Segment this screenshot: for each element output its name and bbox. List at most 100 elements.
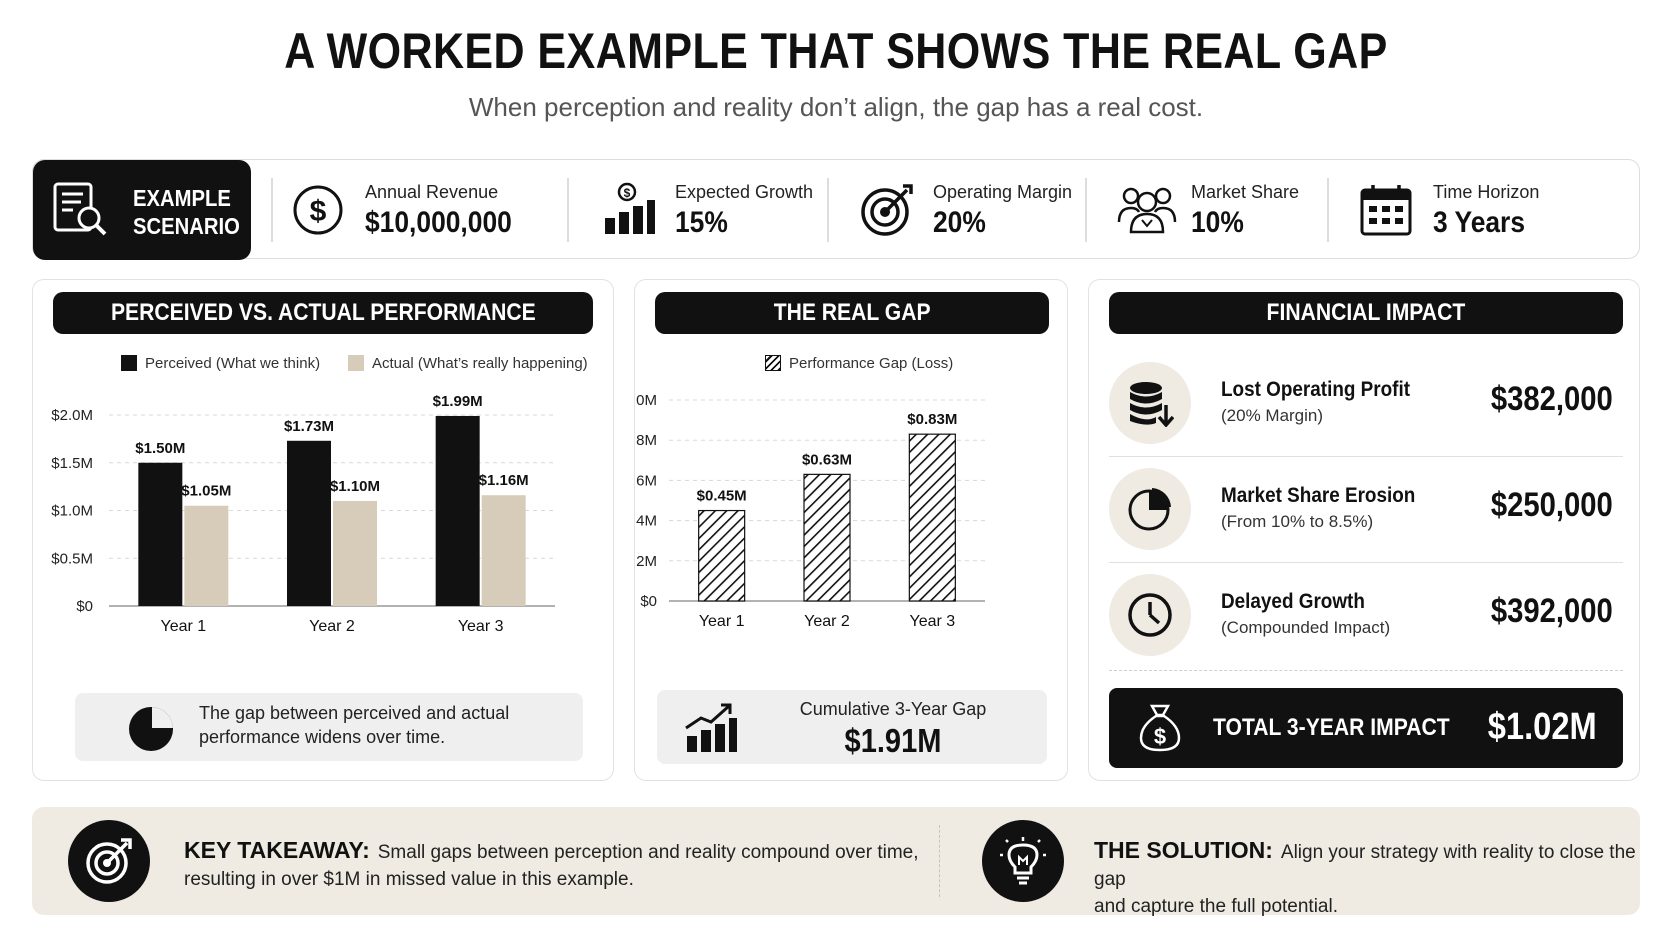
kpi-label: Expected Growth bbox=[675, 182, 814, 202]
y-tick-label: $0 bbox=[640, 593, 657, 610]
cumulative-gap-label: Cumulative 3-Year Gap bbox=[799, 699, 987, 719]
y-tick-label: $1.0M bbox=[635, 392, 657, 409]
legend-actual: Actual (What’s really happening) bbox=[348, 355, 588, 372]
key-takeaway-label: KEY TAKEAWAY: bbox=[184, 837, 370, 863]
bar bbox=[333, 500, 377, 606]
x-tick-label: Year 1 bbox=[160, 618, 206, 635]
data-label: $0.45M bbox=[697, 488, 747, 505]
scenario-bar: EXAMPLE SCENARIO $ Annual Revenue $10,00… bbox=[32, 159, 1640, 260]
perf-panel: PERCEIVED VS. ACTUAL PERFORMANCE Perceiv… bbox=[32, 279, 614, 781]
bar bbox=[184, 505, 229, 606]
gap-panel: THE REAL GAP Performance Gap (Loss) $0$0… bbox=[634, 279, 1068, 781]
y-tick-label: $0.2M bbox=[635, 553, 657, 570]
money-bag-icon: $ bbox=[1137, 702, 1183, 759]
impact-sub: (20% Margin) bbox=[1221, 406, 1324, 425]
impact-label: Lost Operating Profit bbox=[1221, 378, 1410, 401]
legend-perceived: Perceived (What we think) bbox=[121, 355, 320, 372]
data-label: $1.73M bbox=[284, 418, 334, 435]
cumulative-gap-box: Cumulative 3-Year Gap $1.91M bbox=[657, 690, 1047, 764]
x-tick-label: Year 1 bbox=[699, 613, 745, 630]
impact-row-market-share: Market Share Erosion (From 10% to 8.5%) … bbox=[1109, 456, 1623, 562]
trend-bars-icon bbox=[683, 702, 739, 759]
bar bbox=[435, 415, 480, 606]
scenario-tag: EXAMPLE SCENARIO bbox=[33, 160, 251, 260]
y-tick-label: $0.5M bbox=[51, 550, 93, 567]
svg-text:$: $ bbox=[310, 195, 327, 228]
cumulative-gap-value: $1.91M bbox=[844, 722, 942, 759]
data-label: $1.05M bbox=[181, 483, 231, 500]
gap-bar-chart: $0 $0.2M $0.4M $0.6M $0.8M $1.0M Year 1 $0.45M Y… bbox=[635, 392, 985, 630]
solution-label: THE SOLUTION: bbox=[1094, 837, 1273, 863]
perf-note-line1: The gap between perceived and actual bbox=[199, 703, 510, 723]
impact-separator bbox=[1109, 456, 1623, 457]
impact-panel-title: FINANCIAL IMPACT bbox=[1109, 292, 1623, 334]
impact-separator bbox=[1109, 562, 1623, 563]
perf-note-line2: performance widens over time. bbox=[199, 727, 446, 747]
data-label: $1.10M bbox=[330, 478, 380, 495]
data-label: $1.16M bbox=[479, 472, 529, 489]
impact-value: $392,000 bbox=[1491, 592, 1613, 630]
kpi-divider bbox=[1327, 178, 1329, 242]
impact-value: $382,000 bbox=[1491, 380, 1613, 418]
page-subtitle: When perception and reality don’t align,… bbox=[468, 92, 1204, 122]
bar bbox=[908, 433, 956, 602]
solution-icon-circle bbox=[982, 820, 1064, 902]
impact-sub: (Compounded Impact) bbox=[1221, 618, 1391, 637]
impact-sub: (From 10% to 8.5%) bbox=[1221, 512, 1374, 531]
total-impact-box: $ TOTAL 3-YEAR IMPACT $1.02M bbox=[1109, 688, 1623, 768]
kpi-divider bbox=[1085, 178, 1087, 242]
takeaway-bar: KEY TAKEAWAY: Small gaps between percepti… bbox=[32, 807, 1640, 917]
x-tick-label: Year 3 bbox=[909, 613, 955, 630]
kpi-value: 10% bbox=[1191, 206, 1244, 239]
data-label: $0.63M bbox=[802, 451, 852, 468]
impact-value: $250,000 bbox=[1491, 486, 1613, 524]
kpi-value: 15% bbox=[675, 206, 728, 239]
kpi-divider bbox=[827, 178, 829, 242]
kpi-label: Market Share bbox=[1191, 182, 1300, 202]
y-tick-label: $0 bbox=[76, 598, 93, 615]
y-tick-label: $0.8M bbox=[635, 432, 657, 449]
total-impact-value: $1.02M bbox=[1487, 706, 1597, 748]
growth-bars-icon: $ bbox=[601, 182, 655, 243]
kpi-value: 20% bbox=[933, 206, 986, 239]
legend-gap: Performance Gap (Loss) bbox=[765, 355, 953, 372]
kpi-value: 3 Years bbox=[1433, 206, 1526, 239]
impact-row-delayed-growth: Delayed Growth (Compounded Impact) $392,… bbox=[1109, 562, 1623, 668]
solution-text-1: Align your strategy with reality to clos… bbox=[1094, 842, 1636, 890]
bar bbox=[138, 462, 183, 606]
bar bbox=[803, 473, 851, 602]
impact-label: Delayed Growth bbox=[1221, 590, 1365, 613]
solution-text-2: and capture the full potential. bbox=[1094, 896, 1339, 917]
takeaway-divider bbox=[939, 825, 940, 897]
svg-text:$: $ bbox=[624, 186, 631, 200]
svg-text:$: $ bbox=[1154, 724, 1166, 749]
y-tick-label: $0.4M bbox=[635, 513, 657, 530]
perf-bar-chart: $0 $0.5M $1.0M $1.5M $2.0M Year 1 $1.50M $1.05M… bbox=[51, 393, 555, 635]
bar bbox=[698, 509, 746, 602]
x-tick-label: Year 3 bbox=[458, 618, 504, 635]
impact-separator bbox=[1109, 670, 1623, 671]
y-tick-label: $0.6M bbox=[635, 472, 657, 489]
calendar-icon bbox=[1359, 182, 1413, 243]
key-takeaway-text-1: Small gaps between perception and realit… bbox=[377, 842, 919, 863]
scenario-tag-line2: SCENARIO bbox=[133, 213, 240, 239]
page-title: A WORKED EXAMPLE THAT SHOWS THE REAL GAP bbox=[284, 23, 1388, 79]
target-icon bbox=[859, 182, 915, 243]
perf-panel-title: PERCEIVED VS. ACTUAL PERFORMANCE bbox=[53, 292, 593, 334]
kpi-value: $10,000,000 bbox=[365, 206, 512, 239]
kpi-divider bbox=[271, 178, 273, 242]
kpi-label: Operating Margin bbox=[933, 182, 1073, 202]
pie-chart-icon bbox=[127, 705, 175, 758]
document-search-icon bbox=[51, 180, 109, 243]
impact-panel: FINANCIAL IMPACT Lost Operating Profit (… bbox=[1088, 279, 1640, 781]
total-impact-label: TOTAL 3-YEAR IMPACT bbox=[1213, 714, 1450, 741]
impact-row-lost-profit: Lost Operating Profit (20% Margin) $382,… bbox=[1109, 350, 1623, 456]
takeaway-icon-circle bbox=[68, 820, 150, 902]
gap-panel-title: THE REAL GAP bbox=[655, 292, 1049, 334]
x-tick-label: Year 2 bbox=[804, 613, 850, 630]
key-takeaway: KEY TAKEAWAY: Small gaps between percepti… bbox=[184, 837, 919, 893]
y-tick-label: $1.5M bbox=[51, 455, 93, 472]
bar bbox=[287, 440, 331, 606]
kpi-divider bbox=[567, 178, 569, 242]
kpi-label: Annual Revenue bbox=[365, 182, 499, 202]
